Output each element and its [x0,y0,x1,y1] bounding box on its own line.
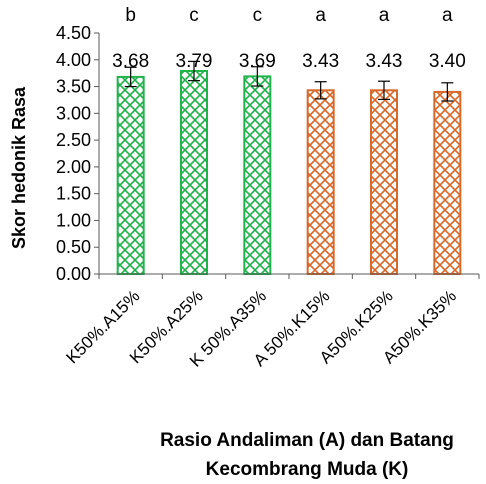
y-tick-label: 2.00 [56,157,91,177]
y-tick-label: 1.50 [56,184,91,204]
value-label: 3.40 [429,51,466,72]
y-tick-label: 0.00 [56,264,91,284]
value-label: 3.43 [366,51,403,72]
bar [243,75,272,275]
value-label: 3.68 [112,51,149,72]
significance-letter: a [315,5,326,26]
y-tick-label: 4.00 [56,50,91,70]
bar [370,89,398,275]
bar [180,70,208,275]
y-tick-label: 1.00 [56,210,91,230]
bar [116,75,145,275]
significance-letter: b [125,5,136,26]
y-tick-label: 0.50 [56,237,91,257]
value-label: 3.69 [239,51,276,72]
bar [433,90,462,275]
y-tick-label: 2.50 [56,130,91,150]
value-label: 3.79 [176,51,213,72]
significance-letter: c [253,5,263,26]
y-axis-label: Skor hedonik Rasa [9,86,29,249]
y-tick-label: 3.00 [56,103,91,123]
x-axis-label-line-1: Rasio Andaliman (A) dan Batang [160,430,454,451]
value-label: 3.43 [302,51,339,72]
significance-letter: a [442,5,453,26]
bars: 3.68 b 3.79 c 3.69 c 3.43 a 3.43 a 3.40 a [112,5,466,275]
y-axis: 0.00 0.50 1.00 1.50 2.00 2.50 3.00 3.50 4.00 4.50 [56,23,100,284]
significance-letter: c [189,5,199,26]
x-axis-label-line-2: Kecombrang Muda (K) [206,459,409,480]
bar [306,89,335,275]
y-tick-label: 3.50 [56,77,91,97]
x-axis: K50%.A15%K50%.A25%K 50%.A35%A 50%.K15%A5… [63,273,480,371]
significance-letter: a [379,5,390,26]
y-tick-label: 4.50 [56,23,91,43]
